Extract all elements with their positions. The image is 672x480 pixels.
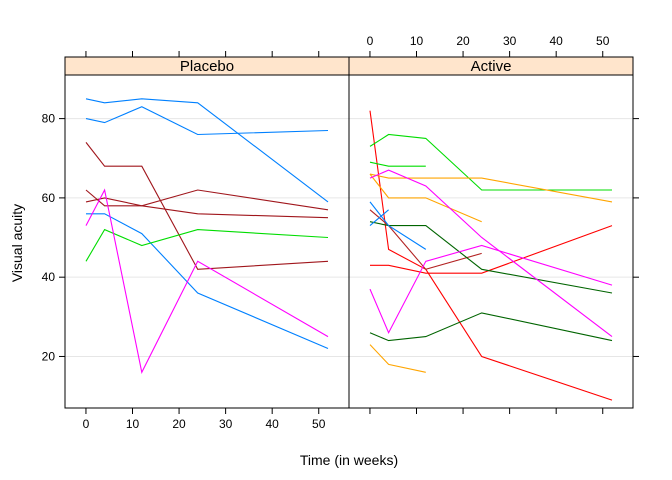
x-tick-label: 30: [503, 34, 517, 48]
y-tick-label: 60: [42, 191, 56, 205]
x-tick-label: 10: [126, 417, 140, 431]
x-tick-label: 0: [367, 34, 374, 48]
x-tick-label: 0: [83, 417, 90, 431]
series-line: [86, 213, 329, 350]
panel-active: Active 0 10 20 30 40 50: [348, 34, 639, 414]
series-line: [370, 225, 613, 274]
series-line: [369, 133, 612, 191]
panel-border: [348, 74, 634, 409]
series-line: [85, 188, 329, 374]
series-line: [85, 189, 329, 219]
panel-border: [64, 74, 350, 409]
series-line: [85, 228, 329, 262]
series-line: [85, 189, 329, 211]
panel-placebo: Placebo 0 10 20 30 40 50 20 40 60 80: [42, 51, 350, 431]
series-line: [85, 106, 329, 136]
strip-label: Active: [471, 58, 512, 75]
series-line: [369, 209, 389, 227]
x-tick-label: 50: [596, 34, 610, 48]
x-tick-label: 10: [410, 34, 424, 48]
x-axis-label: Time (in weeks): [300, 452, 398, 468]
series-line: [369, 244, 613, 334]
series-line: [369, 221, 613, 294]
series-line: [85, 142, 329, 270]
strip-label: Placebo: [180, 58, 234, 75]
panels: Placebo 0 10 20 30 40 50 20 40 60 80 Active 0 10 20 30 4…: [42, 34, 639, 431]
x-tick-label: 40: [266, 417, 280, 431]
x-tick-label: 50: [312, 417, 326, 431]
x-tick-label: 30: [219, 417, 233, 431]
y-tick-label: 20: [42, 349, 56, 363]
y-tick-label: 40: [42, 270, 56, 284]
series-line: [369, 173, 613, 203]
series-line: [369, 312, 613, 342]
series-line: [369, 161, 426, 167]
y-axis-label: Visual acuity: [9, 204, 25, 282]
x-tick-label: 20: [456, 34, 470, 48]
series-line: [369, 173, 482, 223]
series-line: [85, 98, 329, 203]
x-tick-label: 20: [172, 417, 186, 431]
x-tick-label: 40: [550, 34, 564, 48]
y-tick-label: 80: [42, 112, 56, 126]
series-line: [369, 201, 427, 250]
series-line: [369, 344, 426, 373]
series-line: [369, 169, 613, 338]
